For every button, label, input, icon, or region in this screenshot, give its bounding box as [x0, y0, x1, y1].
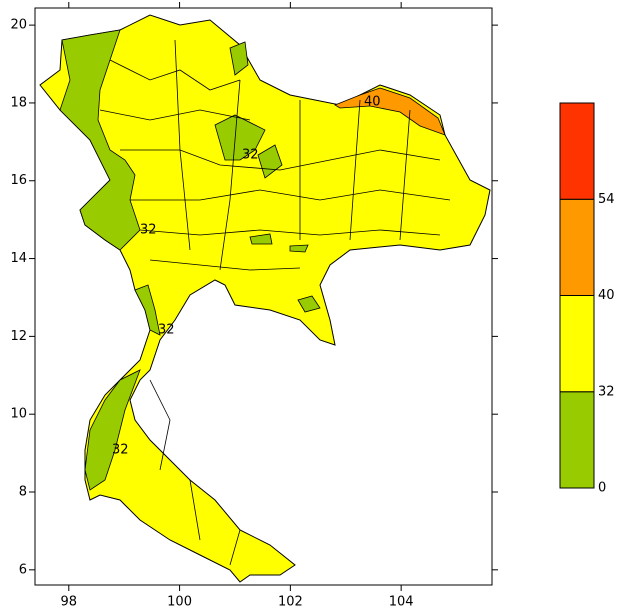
- colorbar-segment: [559, 391, 595, 489]
- x-tick-label: 100: [167, 595, 192, 610]
- contour-label: 40: [364, 95, 381, 110]
- y-tick-label: 12: [10, 329, 27, 344]
- contour-label: 32: [158, 323, 175, 338]
- green-zone: [289, 244, 309, 253]
- green-zone: [229, 41, 249, 76]
- green-zone: [134, 284, 161, 336]
- x-tick-label: 104: [389, 595, 414, 610]
- country-yellow: [39, 14, 491, 583]
- y-tick-label: 6: [19, 562, 27, 577]
- y-tick-label: 18: [10, 95, 27, 110]
- colorbar-segment: [559, 295, 595, 393]
- green-zone: [249, 233, 273, 245]
- contour-label: 32: [112, 443, 129, 458]
- province-borders: [99, 39, 451, 566]
- colorbar-label: 0: [598, 481, 606, 496]
- green-zones: [59, 29, 321, 491]
- y-tick-label: 16: [10, 173, 27, 188]
- green-zone: [59, 29, 141, 251]
- green-zone: [257, 144, 283, 179]
- green-zone: [214, 114, 266, 161]
- province-border: [99, 39, 451, 566]
- orange-zone: [334, 87, 446, 136]
- map: 32 32 32 32 40: [39, 14, 491, 583]
- colorbar-segment: [559, 102, 595, 200]
- plot-frame: [34, 7, 493, 586]
- colorbar-label: 32: [598, 384, 615, 399]
- x-tick-label: 98: [61, 595, 78, 610]
- green-zone: [84, 369, 141, 491]
- colorbar-segment: [559, 198, 595, 296]
- x-tick-label: 102: [278, 595, 303, 610]
- y-tick-label: 14: [10, 251, 27, 266]
- colorbar-label: 40: [598, 288, 615, 303]
- contour-label: 32: [140, 223, 157, 238]
- contour-label: 32: [242, 148, 259, 163]
- y-tick-label: 8: [19, 485, 27, 500]
- y-tick-label: 20: [10, 18, 27, 33]
- colorbar-label: 54: [598, 192, 615, 207]
- y-tick-label: 10: [10, 407, 27, 422]
- green-zone: [297, 295, 321, 313]
